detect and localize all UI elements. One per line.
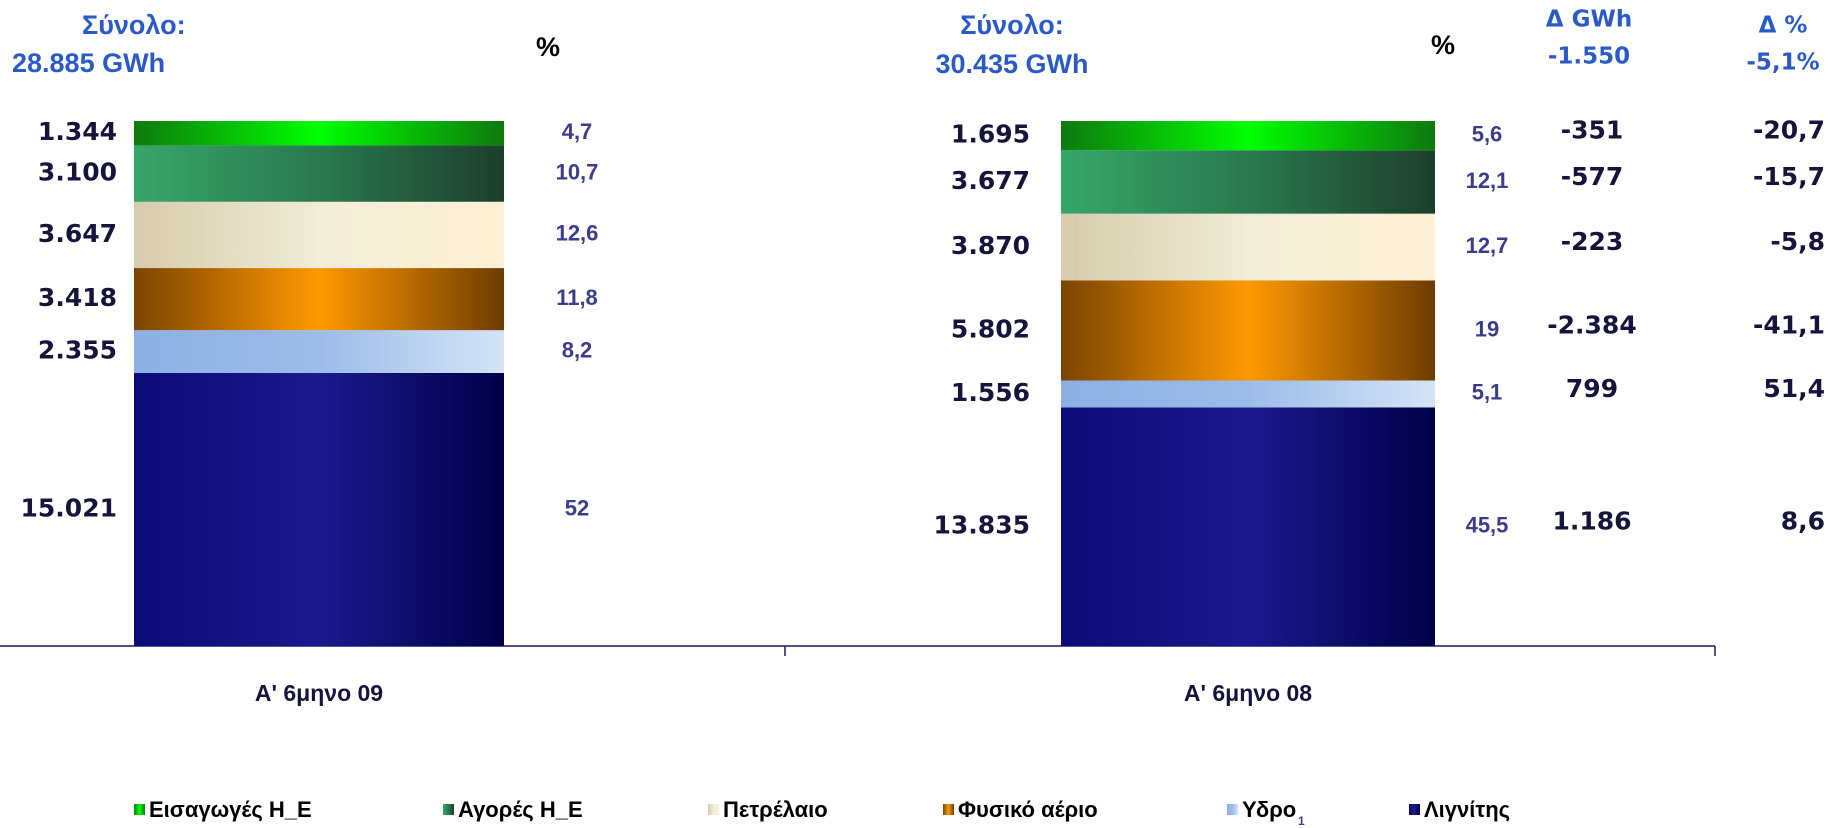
legend-label: Εισαγωγές Η_Ε: [149, 797, 312, 822]
value-label: 3.418: [38, 283, 117, 312]
value-label: 13.835: [934, 511, 1030, 540]
bar-segment: [1061, 150, 1435, 214]
delta-pct-total: -5,1%: [1746, 50, 1819, 76]
value-label: 5.802: [951, 314, 1030, 343]
x-tick-label: A' 6μηνο 08: [1184, 680, 1312, 706]
legend-swatch: [443, 804, 454, 815]
bar-segment: [134, 268, 504, 331]
bar-segment: [1061, 280, 1435, 381]
bar-segment: [1061, 121, 1435, 151]
bar-segment: [1061, 380, 1435, 408]
delta-pct-label: -15,7: [1753, 162, 1825, 191]
value-label: 3.647: [38, 219, 117, 248]
value-label: 15.021: [21, 493, 117, 522]
percent-label: 5,6: [1472, 121, 1503, 146]
total-heading: Σύνολο:: [82, 10, 186, 40]
total-label: 30.435 GWh: [935, 49, 1088, 79]
percent-label: 10,7: [556, 159, 599, 184]
percent-label: 11,8: [556, 285, 598, 310]
value-label: 2.355: [38, 336, 117, 365]
bar-segment: [1061, 407, 1435, 646]
page-number: 1: [1298, 814, 1305, 828]
percent-label: 52: [565, 495, 589, 520]
delta-pct-label: -5,8: [1770, 227, 1825, 256]
bar-segment: [134, 201, 504, 269]
percent-label: 45,5: [1466, 512, 1509, 537]
value-label: 3.870: [951, 231, 1030, 260]
legend-swatch: [134, 804, 145, 815]
x-tick-label: A' 6μηνο 09: [255, 680, 383, 706]
bar-segment: [134, 145, 504, 202]
delta-pct-label: 8,6: [1781, 507, 1825, 536]
delta-gwh-label: -577: [1561, 162, 1624, 191]
percent-heading: %: [1431, 30, 1455, 60]
delta-pct-label: -41,1: [1753, 310, 1825, 339]
percent-label: 12,1: [1466, 168, 1509, 193]
value-label: 3.100: [38, 158, 117, 187]
percent-label: 8,2: [562, 337, 593, 362]
value-label: 1.695: [951, 120, 1030, 149]
delta-pct-label: -20,7: [1753, 116, 1825, 145]
value-label: 1.556: [951, 378, 1030, 407]
legend-label: Πετρέλαιο: [723, 797, 828, 822]
delta-pct-label: 51,4: [1763, 374, 1825, 403]
legend-swatch: [1227, 804, 1238, 815]
legend-swatch: [1409, 804, 1420, 815]
delta-gwh-label: -351: [1561, 116, 1624, 145]
percent-label: 12,7: [1466, 233, 1509, 258]
delta-gwh-label: 799: [1566, 374, 1618, 403]
percent-label: 4,7: [562, 119, 593, 144]
delta-pct-heading: Δ %: [1759, 13, 1808, 39]
bar-segment: [134, 372, 504, 646]
percent-label: 12,6: [556, 221, 599, 246]
total-label: 28.885 GWh: [12, 48, 165, 78]
delta-gwh-label: -223: [1561, 227, 1624, 256]
percent-label: 5,1: [1472, 380, 1503, 405]
bar-segment: [134, 330, 504, 373]
percent-label: 19: [1475, 316, 1499, 341]
bar-segment: [1061, 213, 1435, 281]
total-heading: Σύνολο:: [960, 10, 1064, 40]
delta-gwh-label: -2.384: [1547, 310, 1636, 339]
percent-heading: %: [536, 32, 560, 62]
legend-swatch: [708, 804, 719, 815]
legend-label: Αγορές Η_Ε: [458, 797, 583, 822]
delta-gwh-label: 1.186: [1552, 507, 1631, 536]
bar-segment: [134, 121, 504, 146]
legend-label: Λιγνίτης: [1424, 797, 1510, 822]
delta-gwh-total: -1.550: [1548, 44, 1630, 70]
legend-label: Φυσικό αέριο: [958, 797, 1098, 822]
delta-gwh-heading: Δ GWh: [1546, 7, 1632, 33]
legend-label: Υδρο: [1242, 797, 1296, 822]
legend-swatch: [943, 804, 954, 815]
value-label: 1.344: [38, 117, 117, 146]
value-label: 3.677: [951, 166, 1030, 195]
